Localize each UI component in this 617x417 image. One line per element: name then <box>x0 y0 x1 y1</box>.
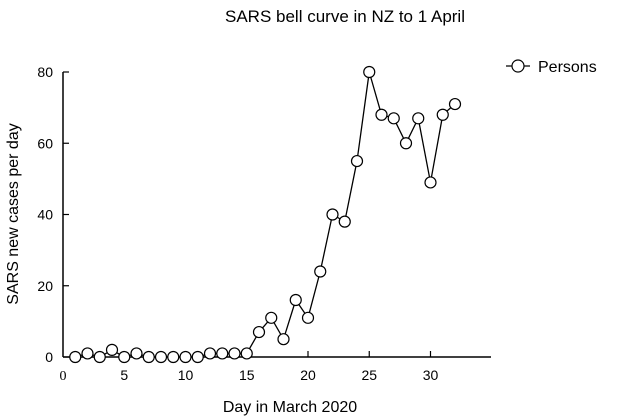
x-tick-label: 5 <box>120 367 128 383</box>
y-tick-label: 80 <box>37 64 53 80</box>
data-point <box>252 325 266 339</box>
data-point <box>130 347 143 360</box>
data-point <box>375 108 388 121</box>
data-point <box>118 350 131 364</box>
data-point <box>314 265 327 278</box>
data-point <box>240 347 253 360</box>
x-axis-ticks: 0 5 10 15 20 25 30 <box>60 351 439 384</box>
series-points <box>69 65 462 364</box>
x-tick-label: 25 <box>361 367 377 383</box>
data-point <box>228 347 241 360</box>
data-point <box>93 350 106 364</box>
data-point <box>203 347 217 360</box>
data-point <box>154 350 168 364</box>
x-tick-label: 20 <box>300 367 316 383</box>
data-point <box>142 350 155 364</box>
data-point <box>191 350 204 364</box>
data-point <box>338 215 351 228</box>
data-point <box>81 347 94 360</box>
data-point <box>326 208 339 221</box>
data-point <box>289 293 302 307</box>
legend: Persons <box>506 59 597 76</box>
y-tick-label: 20 <box>37 278 53 294</box>
data-point <box>179 350 192 364</box>
data-point <box>301 311 315 324</box>
data-point <box>277 333 290 346</box>
data-point <box>448 97 462 111</box>
chart-title: SARS bell curve in NZ to 1 April <box>225 7 465 26</box>
legend-label-persons: Persons <box>538 59 597 76</box>
y-tick-label: 0 <box>45 349 53 365</box>
y-tick-label: 40 <box>37 207 53 223</box>
y-axis-label: SARS new cases per day <box>5 123 22 304</box>
x-tick-label: 10 <box>178 367 194 383</box>
data-point <box>105 343 119 356</box>
data-point <box>69 350 82 364</box>
plot-area: 0 20 40 60 80 0 5 10 15 20 25 30 <box>37 64 491 384</box>
data-point <box>412 112 425 125</box>
data-point <box>424 176 437 189</box>
data-point <box>436 108 449 121</box>
data-point <box>399 137 413 150</box>
data-point <box>387 112 400 125</box>
y-tick-label: 60 <box>37 135 53 151</box>
data-point <box>167 350 180 364</box>
legend-marker <box>511 59 525 73</box>
x-tick-label: 0 <box>60 369 67 384</box>
data-point <box>216 347 229 360</box>
data-point <box>350 154 364 168</box>
x-axis-label: Day in March 2020 <box>223 399 357 416</box>
x-tick-label: 15 <box>239 367 255 383</box>
data-point <box>363 65 376 79</box>
data-point <box>265 311 278 324</box>
y-axis-ticks: 0 20 40 60 80 <box>37 64 69 365</box>
x-tick-label: 30 <box>423 367 439 383</box>
